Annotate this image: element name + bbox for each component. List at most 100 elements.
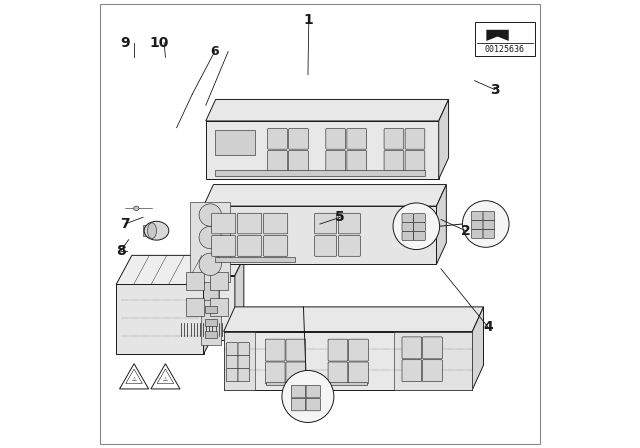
Polygon shape [177, 258, 244, 276]
FancyBboxPatch shape [286, 362, 306, 384]
FancyBboxPatch shape [266, 339, 285, 361]
FancyBboxPatch shape [238, 369, 250, 382]
Text: ⚠: ⚠ [132, 377, 136, 383]
Text: 2: 2 [461, 224, 470, 238]
Polygon shape [204, 206, 436, 264]
FancyBboxPatch shape [347, 151, 367, 171]
FancyBboxPatch shape [326, 129, 346, 149]
FancyBboxPatch shape [413, 232, 425, 241]
FancyBboxPatch shape [237, 236, 262, 256]
FancyBboxPatch shape [227, 356, 238, 369]
Bar [205, 306, 217, 313]
FancyBboxPatch shape [291, 398, 306, 411]
Text: 00125636: 00125636 [485, 45, 525, 55]
Text: 8: 8 [116, 244, 125, 258]
FancyBboxPatch shape [328, 339, 348, 361]
FancyBboxPatch shape [472, 211, 483, 220]
FancyBboxPatch shape [402, 223, 413, 232]
Ellipse shape [148, 223, 157, 238]
Ellipse shape [134, 206, 139, 211]
FancyBboxPatch shape [289, 151, 308, 171]
Circle shape [199, 253, 221, 276]
FancyBboxPatch shape [339, 236, 360, 256]
Bar [215, 170, 426, 176]
FancyBboxPatch shape [422, 337, 442, 359]
Polygon shape [206, 99, 449, 121]
Polygon shape [204, 185, 446, 206]
FancyBboxPatch shape [306, 398, 321, 411]
FancyBboxPatch shape [472, 220, 483, 229]
Bar [215, 130, 255, 155]
Bar [329, 382, 367, 385]
Bar [143, 225, 151, 236]
FancyBboxPatch shape [422, 360, 442, 382]
FancyBboxPatch shape [291, 385, 306, 398]
Polygon shape [224, 332, 255, 390]
FancyBboxPatch shape [268, 129, 287, 149]
FancyBboxPatch shape [402, 232, 413, 241]
Polygon shape [486, 30, 509, 41]
Bar [475, 22, 535, 56]
Circle shape [199, 226, 221, 249]
Circle shape [199, 204, 221, 226]
FancyBboxPatch shape [402, 337, 422, 359]
FancyBboxPatch shape [264, 236, 288, 256]
FancyBboxPatch shape [402, 214, 413, 223]
Polygon shape [472, 307, 484, 390]
Bar [186, 272, 204, 290]
FancyBboxPatch shape [264, 213, 288, 234]
Polygon shape [224, 332, 472, 390]
FancyBboxPatch shape [268, 151, 287, 171]
Polygon shape [202, 300, 221, 345]
Polygon shape [116, 255, 220, 284]
FancyBboxPatch shape [405, 151, 425, 171]
Bar [266, 382, 305, 385]
Polygon shape [439, 99, 449, 179]
FancyBboxPatch shape [289, 129, 308, 149]
FancyBboxPatch shape [349, 362, 369, 384]
FancyBboxPatch shape [212, 236, 236, 256]
Polygon shape [224, 307, 484, 332]
Circle shape [282, 370, 334, 422]
FancyBboxPatch shape [405, 129, 425, 149]
Polygon shape [204, 255, 220, 354]
Bar [210, 272, 228, 290]
FancyBboxPatch shape [339, 213, 360, 234]
FancyBboxPatch shape [472, 229, 483, 238]
Polygon shape [190, 202, 230, 282]
FancyBboxPatch shape [413, 214, 425, 223]
FancyBboxPatch shape [347, 129, 367, 149]
FancyBboxPatch shape [483, 211, 495, 220]
Text: 6: 6 [211, 45, 219, 58]
Bar [215, 257, 296, 262]
Bar [205, 319, 217, 326]
FancyBboxPatch shape [483, 229, 495, 238]
Polygon shape [177, 276, 235, 340]
Text: 7: 7 [120, 217, 130, 231]
Bar [205, 331, 217, 338]
FancyBboxPatch shape [328, 362, 348, 384]
Text: 3: 3 [490, 82, 500, 97]
FancyBboxPatch shape [315, 236, 337, 256]
Polygon shape [235, 258, 244, 340]
Text: ⚠: ⚠ [163, 377, 168, 383]
Bar [210, 298, 228, 316]
Circle shape [463, 201, 509, 247]
FancyBboxPatch shape [326, 151, 346, 171]
Polygon shape [151, 364, 180, 389]
Text: 10: 10 [149, 35, 168, 50]
Circle shape [393, 203, 440, 250]
Text: 4: 4 [483, 320, 493, 334]
Text: 9: 9 [120, 35, 130, 50]
Bar [186, 298, 204, 316]
Text: 5: 5 [335, 210, 345, 224]
Polygon shape [116, 284, 204, 354]
FancyBboxPatch shape [413, 223, 425, 232]
FancyBboxPatch shape [384, 129, 404, 149]
FancyBboxPatch shape [349, 339, 369, 361]
Polygon shape [120, 364, 148, 389]
Polygon shape [394, 332, 472, 390]
Ellipse shape [144, 221, 169, 240]
FancyBboxPatch shape [483, 220, 495, 229]
FancyBboxPatch shape [238, 356, 250, 369]
